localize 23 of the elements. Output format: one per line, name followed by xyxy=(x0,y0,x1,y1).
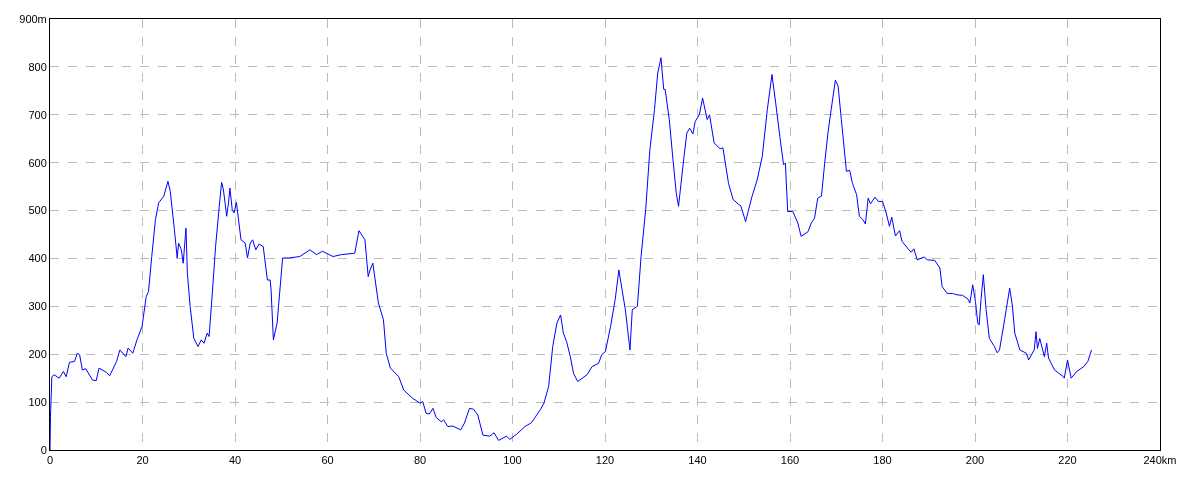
x-tick-label: 200 xyxy=(965,454,985,467)
y-tick-label: 400 xyxy=(28,252,47,265)
y-tick-label: 900m xyxy=(19,12,47,25)
y-tick-label: 300 xyxy=(28,300,47,313)
y-tick-label: 200 xyxy=(28,348,47,361)
x-tick-label: 20 xyxy=(136,454,149,467)
y-tick-label: 700 xyxy=(28,108,47,121)
x-tick-label: 120 xyxy=(595,454,615,467)
y-tick-label: 0 xyxy=(40,443,47,456)
y-tick-label: 600 xyxy=(28,156,47,169)
x-tick-label: 100 xyxy=(503,454,522,467)
x-tick-label: 240km xyxy=(1143,454,1177,467)
x-tick-label: 60 xyxy=(321,454,334,467)
y-tick-label: 800 xyxy=(28,60,47,73)
x-tick-label: 40 xyxy=(228,454,242,467)
x-tick-label: 220 xyxy=(1058,454,1077,467)
line-series xyxy=(50,57,1093,450)
x-tick-label: 140 xyxy=(688,454,707,467)
x-tick-label: 80 xyxy=(413,454,427,467)
y-tick-label: 500 xyxy=(28,204,47,217)
x-tick-label: 160 xyxy=(780,454,800,467)
y-tick-label: 100 xyxy=(28,395,47,408)
x-tick-label: 180 xyxy=(873,454,892,467)
